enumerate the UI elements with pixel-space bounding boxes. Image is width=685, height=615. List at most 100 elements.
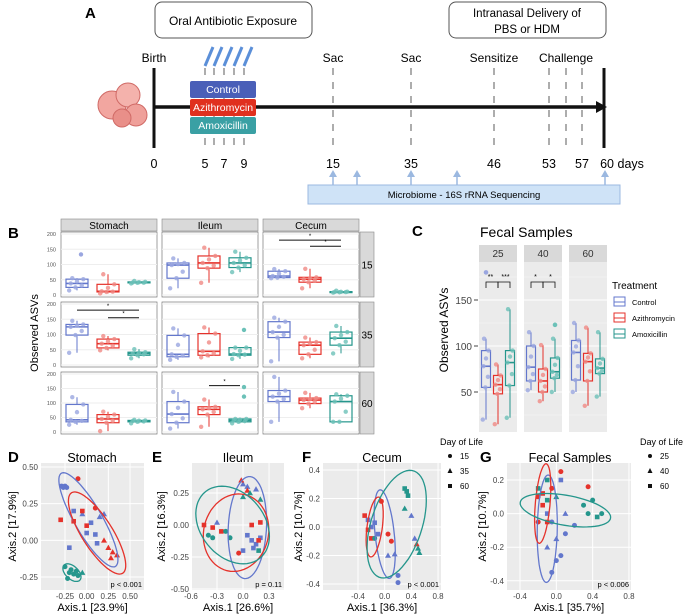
data-point bbox=[337, 419, 342, 425]
data-point bbox=[244, 255, 249, 260]
data-point bbox=[595, 330, 601, 335]
legend-label: 25 bbox=[660, 452, 669, 461]
data-point bbox=[105, 285, 111, 291]
data-point bbox=[213, 253, 218, 259]
legend-title: Treatment bbox=[612, 281, 657, 292]
point-triangle bbox=[109, 549, 116, 555]
data-point bbox=[276, 324, 282, 330]
data-point bbox=[73, 419, 78, 425]
data-point bbox=[143, 279, 148, 285]
panels-d-g: D Stomach -0.25 0.00 0.25 0.50 -0.25 0.00 0.25 0.… bbox=[7, 437, 683, 614]
panel-f: F Cecum-0.4 0.0 0.4 0.8-0.4-0.20.00.20.4Axis… bbox=[293, 437, 483, 614]
data-point bbox=[268, 359, 274, 364]
data-point bbox=[303, 335, 308, 340]
data-point bbox=[528, 378, 533, 384]
data-point bbox=[112, 412, 117, 417]
confidence-ellipse bbox=[195, 485, 271, 565]
plot-area bbox=[41, 463, 144, 590]
data-point bbox=[205, 353, 210, 358]
x-tick-label: 0.3 bbox=[263, 592, 275, 601]
data-point bbox=[66, 350, 72, 355]
data-point bbox=[182, 399, 187, 404]
y-tick-label: 200 bbox=[47, 302, 56, 308]
point-square bbox=[219, 529, 224, 534]
point-triangle bbox=[246, 490, 253, 496]
point-square bbox=[258, 520, 263, 525]
data-point bbox=[237, 417, 243, 422]
data-point bbox=[79, 328, 84, 334]
legend-circle bbox=[648, 454, 652, 458]
confidence-ellipse bbox=[67, 491, 127, 575]
data-point bbox=[68, 417, 73, 423]
point-square bbox=[369, 524, 374, 530]
data-point bbox=[270, 273, 275, 279]
data-point bbox=[504, 415, 509, 420]
facet-strip bbox=[479, 245, 517, 262]
point-circle bbox=[236, 550, 242, 556]
point-circle bbox=[599, 511, 605, 517]
data-point bbox=[272, 266, 277, 272]
point-circle bbox=[395, 572, 401, 578]
panel-letter-d: D bbox=[8, 449, 19, 466]
confidence-ellipse bbox=[365, 496, 384, 558]
data-point bbox=[301, 397, 306, 403]
y-tick-label: 0.25 bbox=[22, 500, 38, 509]
y-tick-label: 50 bbox=[50, 348, 56, 354]
point-square bbox=[405, 493, 411, 498]
data-point bbox=[334, 288, 339, 293]
data-point bbox=[485, 374, 491, 380]
panel-g: G Fecal Samples -0.4 0.0 0.4 0.8 -0.4 -0.2 0.0 0.… bbox=[477, 437, 683, 614]
data-point bbox=[332, 399, 337, 404]
event-sac-35: Sac bbox=[401, 51, 422, 65]
confidence-ellipse bbox=[366, 469, 427, 579]
outlier-point bbox=[552, 322, 558, 328]
facet-strip bbox=[161, 218, 259, 232]
y-tick-label: 150 bbox=[47, 317, 56, 323]
data-point bbox=[242, 352, 247, 357]
legend-label: 60 bbox=[460, 482, 469, 491]
data-point bbox=[110, 418, 115, 424]
data-point bbox=[180, 269, 185, 274]
row-strip bbox=[359, 301, 375, 368]
point-square bbox=[544, 511, 550, 516]
data-point bbox=[180, 353, 185, 358]
data-point bbox=[550, 369, 555, 374]
legend-square bbox=[448, 484, 452, 488]
data-point bbox=[312, 278, 317, 283]
sequencing-arrowhead bbox=[353, 170, 361, 177]
data-point bbox=[136, 279, 142, 285]
y-tick-label: 0.2 bbox=[493, 476, 505, 485]
data-point bbox=[507, 383, 512, 388]
data-point bbox=[174, 420, 179, 425]
point-circle bbox=[75, 573, 81, 579]
confidence-ellipse bbox=[62, 563, 82, 583]
data-point bbox=[110, 289, 115, 294]
data-point bbox=[497, 387, 503, 392]
data-point bbox=[307, 396, 313, 402]
data-point bbox=[525, 387, 530, 393]
y-axis-label: Axis.2 [10.7%] bbox=[293, 491, 305, 561]
point-triangle bbox=[214, 519, 221, 525]
data-point bbox=[483, 385, 488, 390]
point-square bbox=[71, 508, 76, 514]
x-tick-label: 0.0 bbox=[237, 592, 249, 601]
data-point bbox=[74, 409, 80, 415]
data-point bbox=[70, 276, 75, 281]
data-point bbox=[597, 361, 603, 366]
x-axis-label: Axis.1 [26.6%] bbox=[203, 602, 273, 614]
point-square bbox=[594, 514, 600, 520]
point-square bbox=[93, 532, 98, 537]
point-circle bbox=[210, 535, 216, 541]
data-point bbox=[104, 289, 109, 295]
panel-a-timeline: A Oral Antibiotic Exposure Intranasal De… bbox=[85, 1, 644, 205]
point-circle bbox=[395, 580, 401, 586]
data-point bbox=[237, 258, 243, 263]
point-circle bbox=[68, 567, 74, 573]
data-point bbox=[281, 274, 286, 280]
data-point bbox=[283, 269, 288, 274]
y-tick-label: 200 bbox=[47, 372, 56, 378]
sequencing-box bbox=[307, 184, 621, 205]
point-triangle bbox=[101, 537, 108, 543]
legend-title: Day of Life bbox=[640, 437, 683, 447]
data-point bbox=[334, 392, 339, 397]
